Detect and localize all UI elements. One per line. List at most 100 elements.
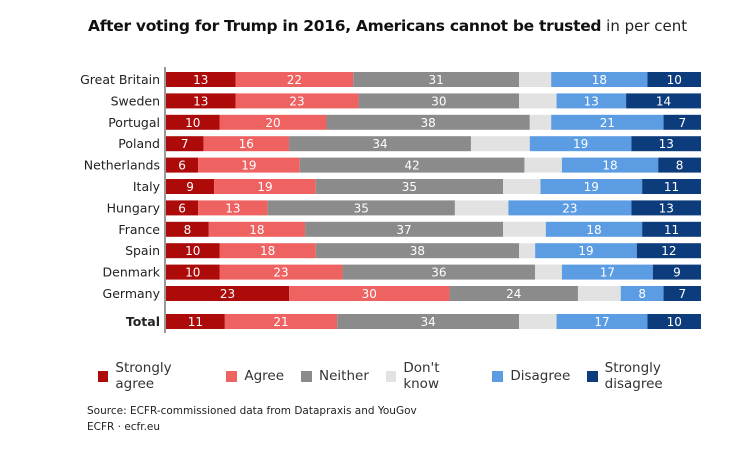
legend-label: Don't know [403,360,440,392]
legend-label: Agree [244,368,285,384]
data-label: 13 [659,201,674,215]
data-label: 13 [193,94,208,108]
source-text: Source: ECFR-commissioned data from Data… [87,405,417,417]
legend-swatch [492,370,504,382]
data-label: 8 [638,287,646,301]
data-label: 8 [184,223,192,237]
bar-segment [449,286,578,301]
bar-segment [535,243,637,259]
data-label: 18 [586,223,601,237]
legend-swatch [385,370,397,382]
bar-segment [219,114,327,130]
bar-segment [577,286,621,301]
legend-item: Strongly disagree [587,360,717,392]
bar-segment [652,264,701,280]
bar-segment [642,221,701,237]
bar-segment [166,136,204,152]
legend-swatch [587,370,598,382]
data-label: 10 [667,315,682,329]
bar-segment [219,264,343,280]
data-label: 21 [273,315,288,329]
data-label: 10 [185,266,200,280]
subtitle: in per cent [606,17,688,35]
bar-segment [556,93,627,109]
bar-segment [561,157,659,173]
bar-segment [519,93,557,109]
bar-segment [305,221,504,237]
bar-segment [524,157,562,173]
bar-segment [342,264,536,280]
category-label: Denmark [103,265,161,280]
data-label: 19 [578,244,593,258]
bar-segment [166,72,236,87]
bar-segment [214,179,316,194]
data-label: 19 [584,180,599,194]
bar-segment [337,314,520,329]
data-label: 38 [410,244,425,258]
data-label: 13 [225,201,240,215]
data-label: 35 [402,180,417,194]
bar-segment [631,200,701,216]
data-label: 37 [396,223,411,237]
data-label: 19 [241,159,256,173]
data-label: 24 [506,287,521,301]
bar-segment [235,93,359,109]
bar-segment [556,314,648,329]
bar-segment [315,179,504,194]
bar-segment [470,136,530,152]
data-label: 18 [602,159,617,173]
data-label: 9 [673,266,681,280]
data-label: 20 [265,116,280,130]
bar-segment [551,72,648,87]
bar-segment [166,314,225,329]
legend-item: Agree [226,360,284,392]
bar-segment [631,136,701,152]
category-label: Spain [125,243,160,258]
bar-segment [561,264,653,280]
data-label: 7 [678,116,686,130]
legend-label: Disagree [510,368,571,384]
data-label: 7 [181,137,189,151]
bar-segment [503,221,546,237]
data-label: 23 [562,201,577,215]
source-note: Source: ECFR-commissioned data from Data… [87,403,417,435]
category-label: Germany [103,286,161,301]
bar-segment [551,114,664,130]
bar-segment [289,286,450,301]
category-label: Great Britain [80,72,160,87]
bar-segment [315,243,520,259]
bar-segment [454,200,509,216]
data-label: 18 [249,223,264,237]
data-label: 9 [186,180,194,194]
legend-swatch [226,370,238,382]
data-label: 13 [584,94,599,108]
data-label: 18 [592,73,607,87]
category-label: Italy [133,179,161,194]
bar-segment [235,72,354,87]
credit-text: ECFR · ecfr.eu [87,421,161,433]
legend-label: Strongly disagree [604,360,663,392]
legend-item: Disagree [492,360,570,392]
bar-segment [658,157,701,173]
data-label: 23 [273,266,288,280]
data-label: 11 [664,223,679,237]
bar-segment [166,93,236,109]
data-label: 23 [289,94,304,108]
category-label: Portugal [108,115,160,130]
bar-segment [198,157,300,173]
bar-segment [166,179,215,194]
data-label: 18 [260,244,275,258]
bar-segment [642,179,701,194]
bar-segment [540,179,643,194]
data-label: 19 [573,137,588,151]
bar-segment [529,114,552,130]
bar-segment [299,157,525,173]
bar-segment [519,243,536,259]
category-label: France [118,222,160,237]
data-label: 34 [372,137,387,151]
bar-segment [198,200,268,216]
data-label: 22 [287,73,302,87]
bar-segment [626,93,701,109]
chart-title: After voting for Trump in 2016, American… [88,17,687,35]
